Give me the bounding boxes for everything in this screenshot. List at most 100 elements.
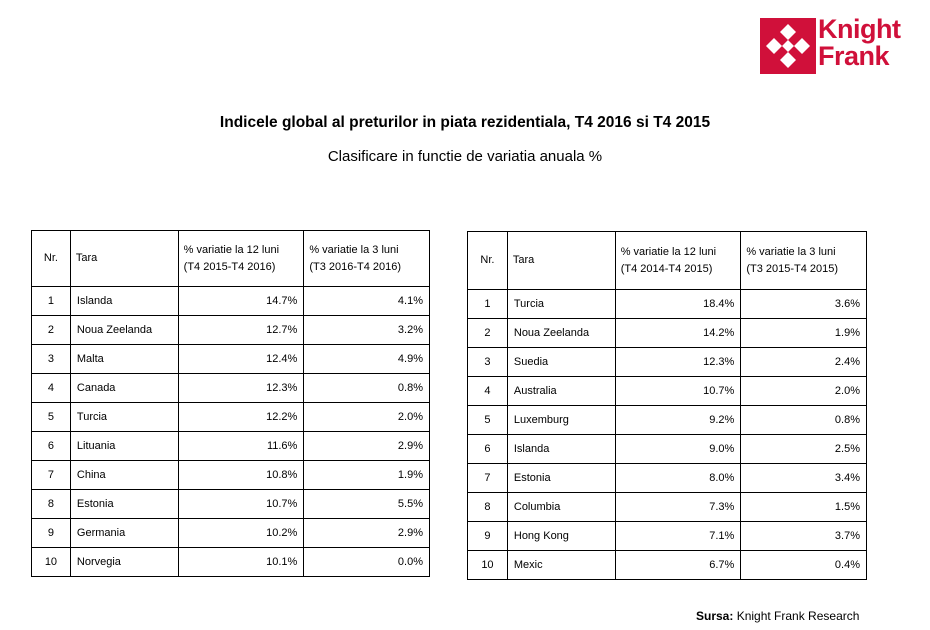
country-cell: Australia: [506, 376, 616, 406]
table-header-row: Nr. Tara % variatie la 12 luni (T4 2014-…: [467, 231, 867, 290]
rank-cell: 7: [31, 460, 71, 490]
header-nr: Nr.: [31, 230, 71, 287]
variation-12m-cell: 7.3%: [614, 492, 742, 522]
table-row: 3 Suedia 12.3% 2.4%: [467, 347, 867, 377]
table-row: 1 Turcia 18.4% 3.6%: [467, 289, 867, 319]
variation-12m-cell: 10.8%: [177, 460, 305, 490]
table-row: 5 Luxemburg 9.2% 0.8%: [467, 405, 867, 435]
header-variation-12m-line2: (T4 2014-T4 2015): [620, 262, 713, 275]
table-header-row: Nr. Tara % variatie la 12 luni (T4 2015-…: [31, 230, 430, 287]
header-variation-3m-line2: (T3 2016-T4 2016): [309, 260, 402, 273]
variation-3m-cell: 5.5%: [303, 489, 430, 519]
logo-line-1: Knight: [818, 14, 901, 44]
table-row: 1 Islanda 14.7% 4.1%: [31, 286, 430, 316]
variation-12m-cell: 12.7%: [177, 315, 305, 345]
variation-3m-cell: 4.9%: [303, 344, 430, 374]
rank-cell: 10: [31, 547, 71, 577]
rank-cell: 8: [31, 489, 71, 519]
rank-cell: 10: [467, 550, 508, 580]
rank-cell: 1: [467, 289, 508, 319]
country-cell: Luxemburg: [506, 405, 616, 435]
variation-3m-cell: 2.0%: [740, 376, 867, 406]
rank-cell: 9: [31, 518, 71, 548]
country-cell: Norvegia: [69, 547, 179, 577]
table-row: 6 Islanda 9.0% 2.5%: [467, 434, 867, 464]
rank-cell: 6: [467, 434, 508, 464]
variation-12m-cell: 10.1%: [177, 547, 305, 577]
variation-3m-cell: 3.6%: [740, 289, 867, 319]
variation-3m-cell: 2.4%: [740, 347, 867, 377]
rank-cell: 3: [31, 344, 71, 374]
table-row: 3 Malta 12.4% 4.9%: [31, 344, 430, 374]
variation-12m-cell: 8.0%: [614, 463, 742, 493]
header-nr: Nr.: [467, 231, 508, 290]
variation-3m-cell: 2.9%: [303, 431, 430, 461]
table-row: 2 Noua Zeelanda 12.7% 3.2%: [31, 315, 430, 345]
variation-3m-cell: 0.8%: [740, 405, 867, 435]
variation-12m-cell: 12.3%: [177, 373, 305, 403]
header-variation-3m-line1: % variatie la 3 luni: [309, 243, 399, 256]
variation-3m-cell: 0.4%: [740, 550, 867, 580]
variation-3m-cell: 1.5%: [740, 492, 867, 522]
variation-3m-cell: 2.0%: [303, 402, 430, 432]
country-cell: Turcia: [506, 289, 616, 319]
country-cell: Turcia: [69, 402, 179, 432]
country-cell: Hong Kong: [506, 521, 616, 551]
variation-12m-cell: 7.1%: [614, 521, 742, 551]
header-variation-3m-line2: (T3 2015-T4 2015): [746, 262, 839, 275]
variation-12m-cell: 11.6%: [177, 431, 305, 461]
country-cell: Suedia: [506, 347, 616, 377]
rank-cell: 5: [31, 402, 71, 432]
rank-cell: 7: [467, 463, 508, 493]
header-tara: Tara: [506, 231, 616, 290]
page-title: Indicele global al preturilor in piata r…: [219, 114, 711, 131]
rank-cell: 3: [467, 347, 508, 377]
country-cell: Lituania: [69, 431, 179, 461]
header-variation-12m: % variatie la 12 luni (T4 2014-T4 2015): [614, 231, 742, 290]
header-variation-3m: % variatie la 3 luni (T3 2016-T4 2016): [303, 230, 430, 287]
country-cell: Islanda: [69, 286, 179, 316]
table-row: 4 Australia 10.7% 2.0%: [467, 376, 867, 406]
ranking-table-2016: Nr. Tara % variatie la 12 luni (T4 2015-…: [31, 230, 430, 577]
variation-12m-cell: 10.7%: [614, 376, 742, 406]
rank-cell: 9: [467, 521, 508, 551]
variation-12m-cell: 10.7%: [177, 489, 305, 519]
variation-3m-cell: 1.9%: [740, 318, 867, 348]
country-cell: Noua Zeelanda: [69, 315, 179, 345]
header-variation-12m-line1: % variatie la 12 luni: [620, 245, 717, 258]
variation-3m-cell: 3.7%: [740, 521, 867, 551]
header-variation-12m-line2: (T4 2015-T4 2016): [183, 260, 276, 273]
variation-12m-cell: 14.2%: [614, 318, 742, 348]
knight-frank-logo: Knight Frank: [760, 14, 910, 74]
variation-3m-cell: 3.4%: [740, 463, 867, 493]
country-cell: Estonia: [69, 489, 179, 519]
page-subtitle: Clasificare in functie de variatia anual…: [327, 148, 603, 165]
header-tara: Tara: [69, 230, 179, 287]
variation-12m-cell: 12.3%: [614, 347, 742, 377]
variation-12m-cell: 10.2%: [177, 518, 305, 548]
table-row: 9 Germania 10.2% 2.9%: [31, 518, 430, 548]
table-row: 6 Lituania 11.6% 2.9%: [31, 431, 430, 461]
rank-cell: 2: [467, 318, 508, 348]
variation-12m-cell: 14.7%: [177, 286, 305, 316]
header-variation-3m-line1: % variatie la 3 luni: [746, 245, 836, 258]
table-row: 10 Mexic 6.7% 0.4%: [467, 550, 867, 580]
table-row: 7 China 10.8% 1.9%: [31, 460, 430, 490]
country-cell: Noua Zeelanda: [506, 318, 616, 348]
table-row: 8 Columbia 7.3% 1.5%: [467, 492, 867, 522]
variation-3m-cell: 2.5%: [740, 434, 867, 464]
source-label: Sursa:: [696, 609, 734, 623]
variation-3m-cell: 0.0%: [303, 547, 430, 577]
header-variation-3m: % variatie la 3 luni (T3 2015-T4 2015): [740, 231, 867, 290]
logo-wordmark: Knight Frank: [818, 14, 901, 70]
rank-cell: 5: [467, 405, 508, 435]
country-cell: Estonia: [506, 463, 616, 493]
rank-cell: 2: [31, 315, 71, 345]
variation-12m-cell: 9.0%: [614, 434, 742, 464]
country-cell: Islanda: [506, 434, 616, 464]
variation-12m-cell: 9.2%: [614, 405, 742, 435]
country-cell: Malta: [69, 344, 179, 374]
source-note: Sursa: Knight Frank Research: [696, 609, 859, 623]
variation-3m-cell: 3.2%: [303, 315, 430, 345]
variation-3m-cell: 4.1%: [303, 286, 430, 316]
